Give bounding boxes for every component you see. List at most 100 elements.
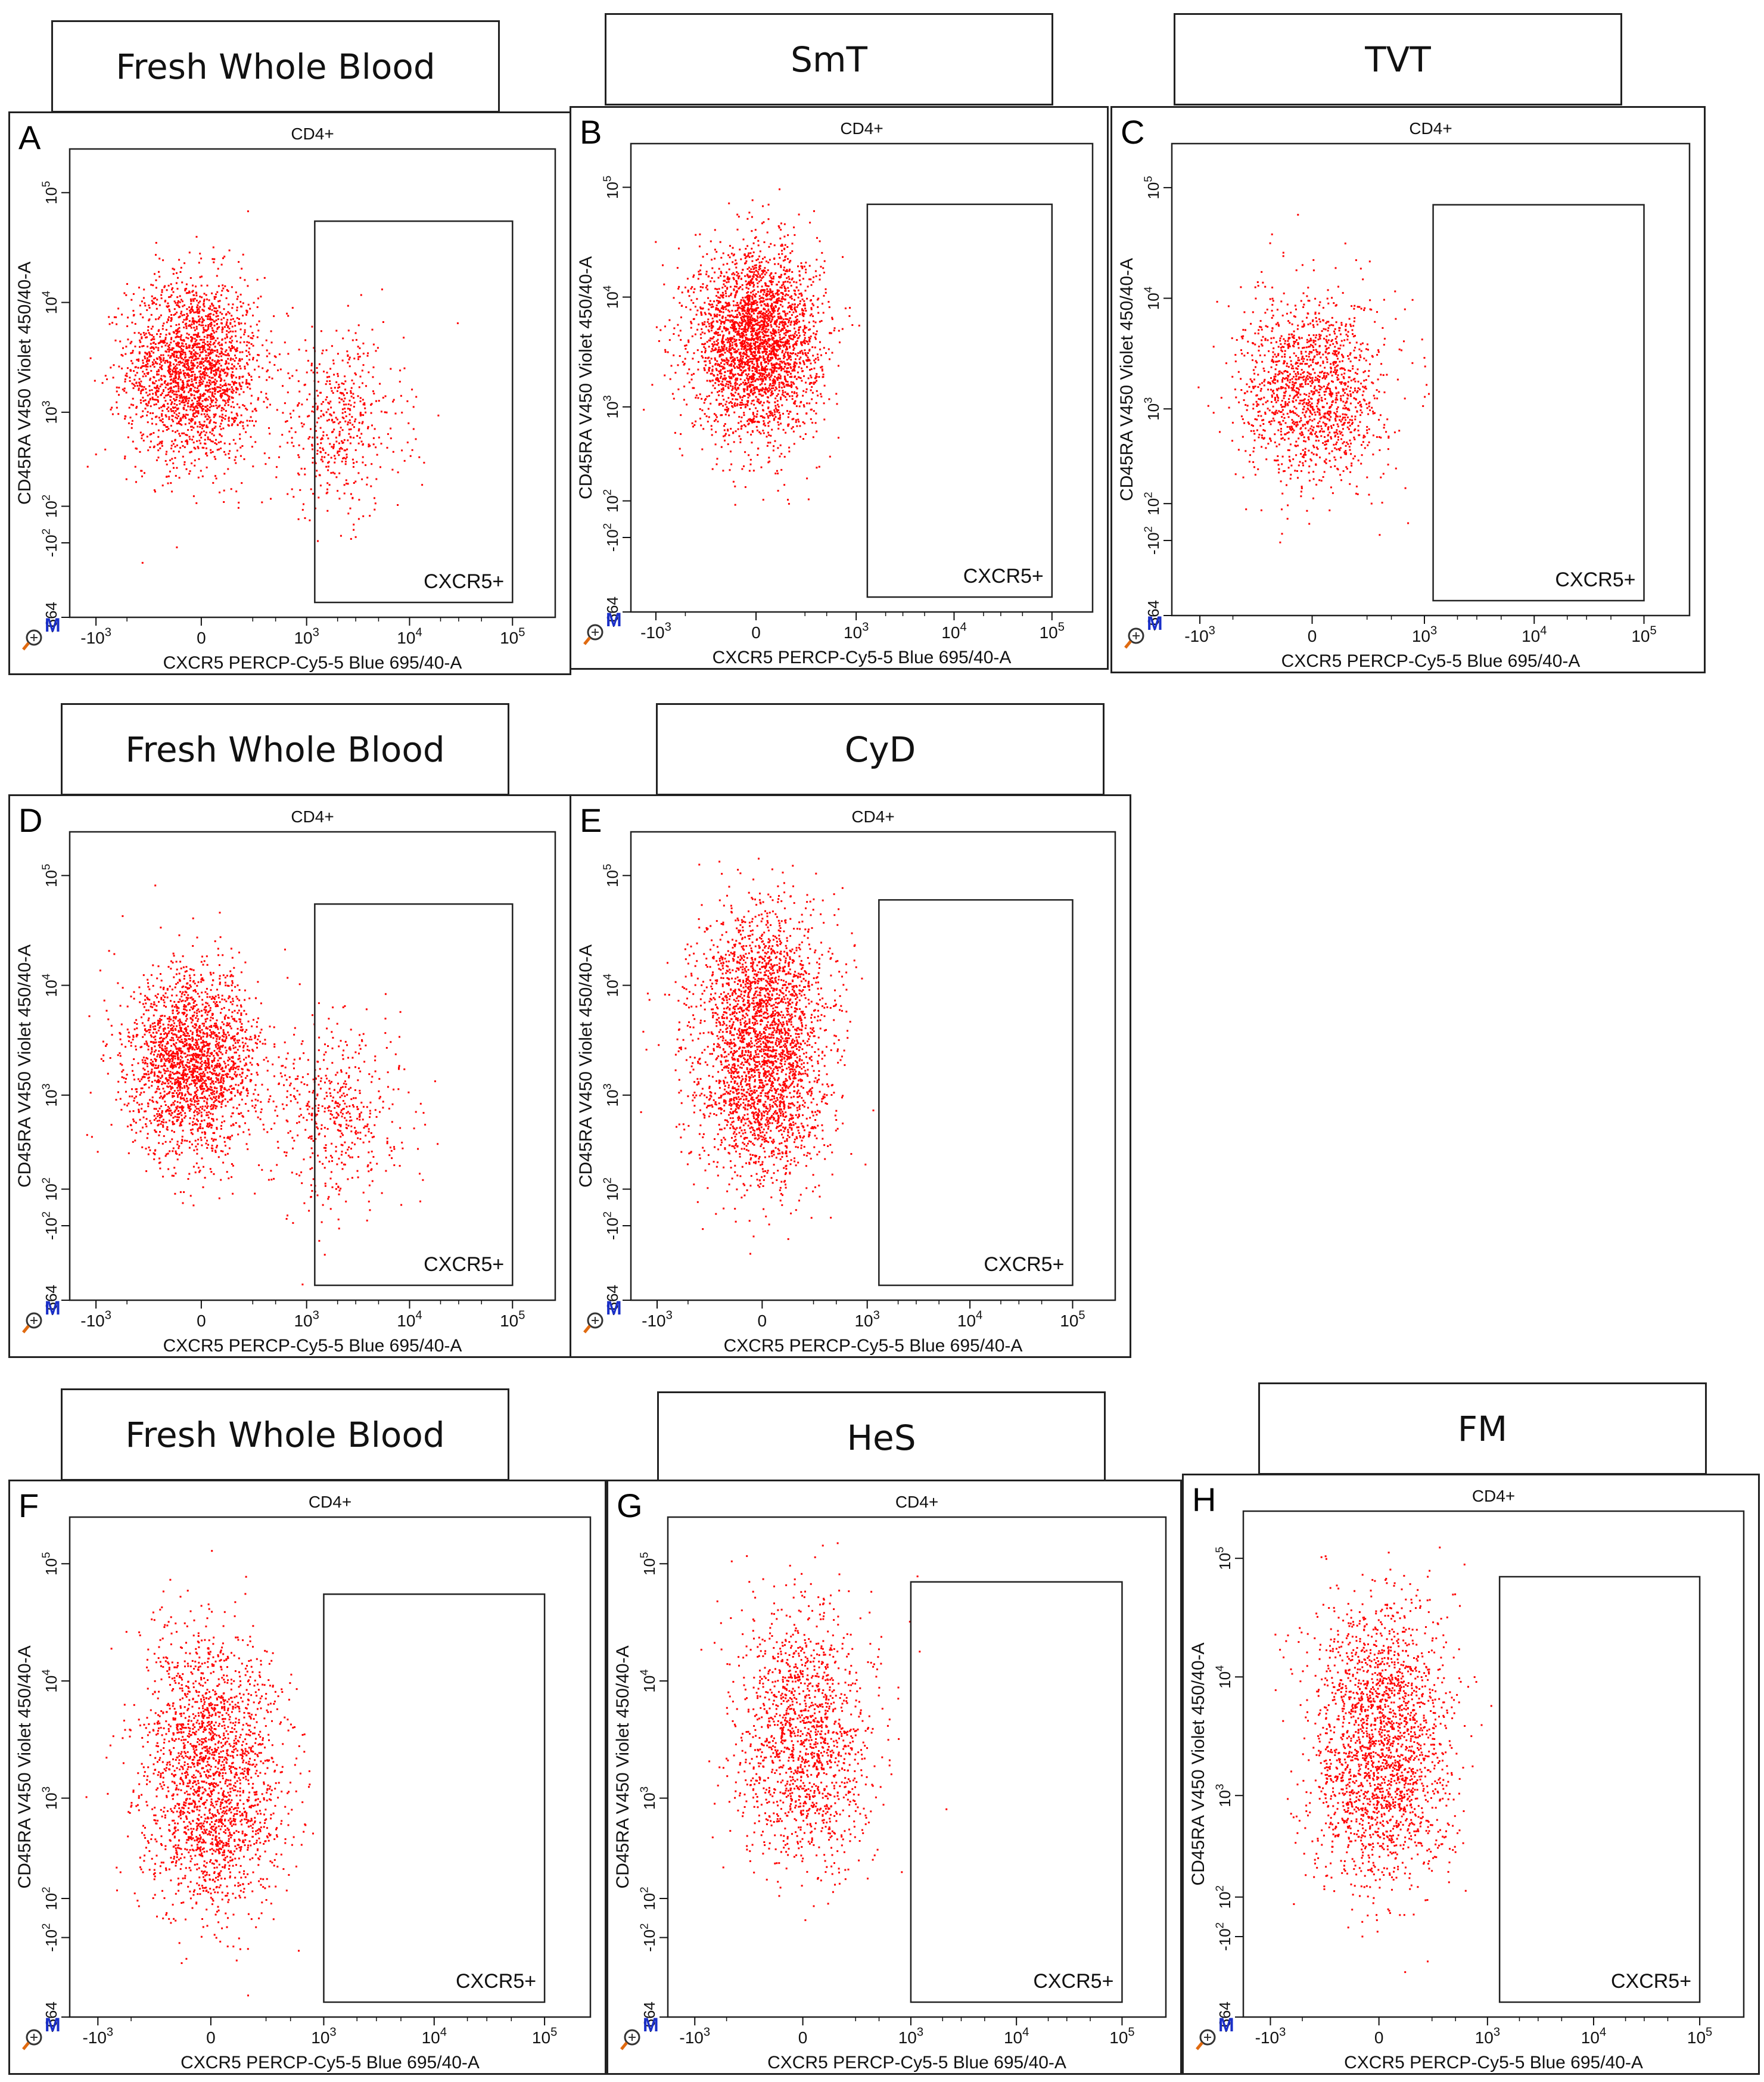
scatter-point-b-0-680 [677,324,679,326]
scatter-point-b-0-822 [766,445,769,447]
scatter-point-b-0-1113 [812,315,814,318]
scatter-point-a-0-1195 [211,330,214,331]
scatter-point-a-0-1627 [190,309,192,310]
scatter-point-a-0-141 [221,313,223,315]
scatter-point-a-0-1062 [211,338,213,340]
scatter-point-b-0-1864 [742,299,745,302]
scatter-point-a-0-2038 [182,455,184,458]
scatter-point-a-1-161 [378,400,380,402]
scatter-points-b [643,188,860,506]
scatter-point-b-0-989 [851,324,854,326]
scatter-point-a-0-1022 [235,391,237,393]
scatter-point-b-0-1575 [786,338,789,341]
scatter-point-a-1-50 [344,375,346,378]
scatter-point-a-0-1266 [218,341,220,344]
scatter-point-b-0-480 [727,430,729,432]
scatter-point-b-0-1547 [728,375,730,378]
scatter-point-b-0-12 [763,334,766,337]
scatter-point-a-0-966 [225,341,227,344]
scatter-point-b-0-737 [788,337,791,339]
scatter-point-b-0-1035 [749,419,751,422]
scatter-point-a-0-2076 [188,397,190,399]
scatter-point-b-0-1230 [773,322,776,325]
scatter-point-a-0-1498 [157,370,160,372]
scatter-point-b-0-486 [748,355,750,358]
scatter-point-a-0-1246 [158,363,161,365]
scatter-point-a-0-753 [124,457,126,459]
scatter-point-b-0-375 [742,313,744,315]
scatter-point-a-0-829 [226,389,229,391]
scatter-point-a-0-283 [198,380,201,382]
scatter-point-a-0-236 [171,458,173,460]
scatter-point-b-0-1808 [704,343,707,345]
scatter-point-b-0-2155 [754,318,756,320]
scatter-point-a-0-1731 [241,482,243,484]
scatter-point-a-0-1777 [235,417,237,419]
scatter-point-a-0-121 [175,333,178,335]
scatter-point-b-0-1447 [767,425,770,427]
scatter-point-a-0-1073 [112,377,114,379]
scatter-point-a-0-1372 [216,363,217,365]
scatter-point-a-1-119 [401,411,403,414]
scatter-point-b-0-1248 [858,324,860,327]
scatter-point-a-0-1944 [169,344,171,346]
scatter-point-b-0-1236 [783,269,785,271]
scatter-point-b-0-1797 [780,398,782,400]
scatter-point-a-1-463 [346,483,347,484]
scatter-point-a-0-682 [188,334,190,336]
scatter-point-a-0-1525 [190,403,192,406]
scatter-point-a-1-9 [322,431,325,433]
scatter-point-b-0-2005 [769,350,771,352]
scatter-point-b-0-2014 [767,328,770,331]
scatter-point-b-0-1551 [728,414,730,417]
scatter-point-b-0-1537 [749,343,751,346]
scatter-point-a-0-654 [124,380,126,383]
scatter-point-a-1-357 [370,485,372,487]
scatter-point-b-0-1733 [746,309,749,310]
scatter-point-a-1-353 [357,518,360,520]
scatter-point-b-0-1503 [722,321,724,323]
scatter-point-a-0-2128 [188,400,190,402]
scatter-point-b-0-2073 [733,335,735,337]
scatter-point-b-0-1489 [786,312,789,315]
scatter-point-a-0-576 [226,366,228,369]
scatter-point-b-0-2153 [779,347,781,350]
scatter-point-b-0-1752 [780,366,783,368]
scatter-point-b-0-627 [807,377,810,380]
scatter-point-b-0-1146 [752,285,755,288]
scatter-point-a-1-33 [328,402,331,405]
scatter-point-a-0-2161 [142,345,145,347]
scatter-point-a-0-1550 [215,310,217,313]
scatter-point-a-0-1173 [125,478,127,480]
scatter-point-a-0-2164 [175,417,177,419]
scatter-point-a-0-2000 [167,482,169,484]
scatter-point-a-1-206 [318,474,321,476]
scatter-point-b-0-957 [643,409,645,411]
scatter-point-a-0-965 [176,288,179,290]
scatter-point-a-0-1481 [234,360,236,362]
scatter-point-b-0-1866 [723,425,725,427]
scatter-point-b-0-912 [794,307,796,310]
scatter-point-b-0-1904 [757,282,759,284]
scatter-point-b-0-1893 [742,307,744,309]
scatter-point-a-1-326 [322,434,325,437]
scatter-point-b-0-1030 [745,334,748,336]
scatter-point-a-0-1128 [174,457,176,459]
scatter-point-b-0-1823 [726,281,728,284]
scatter-point-a-0-2106 [211,319,214,321]
scatter-point-a-0-359 [163,382,166,384]
scatter-point-a-0-1142 [197,430,199,433]
scatter-point-a-0-1182 [219,380,222,382]
scatter-point-b-0-925 [715,251,718,253]
panel-letter-a: A [18,119,41,156]
scatter-point-b-0-268 [711,267,714,269]
scatter-point-a-0-723 [216,443,218,445]
scatter-point-b-0-2015 [778,368,780,369]
scatter-point-a-0-116 [157,449,160,452]
scatter-point-b-0-1978 [794,343,796,345]
scatter-point-b-0-1001 [732,254,735,257]
scatter-point-b-0-437 [780,287,783,289]
scatter-point-b-0-1957 [810,278,812,281]
scatter-point-a-0-1916 [210,333,213,335]
scatter-point-a-0-1539 [180,339,182,341]
